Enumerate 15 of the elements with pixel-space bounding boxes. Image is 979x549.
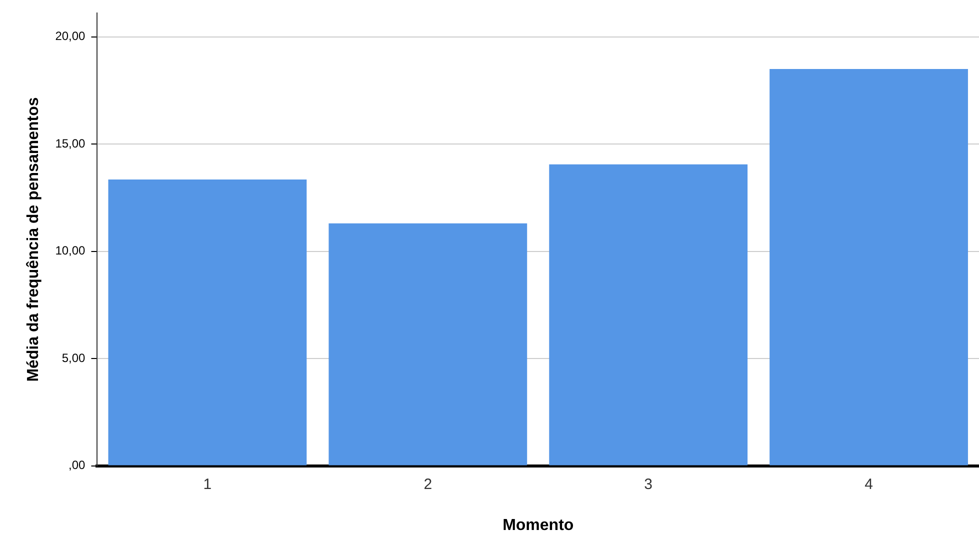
y-tick-label: 15,00 xyxy=(55,136,86,150)
y-tick-label: 5,00 xyxy=(62,350,86,365)
bar xyxy=(108,179,307,466)
x-axis-title: Momento xyxy=(502,516,574,534)
x-tick-label: 3 xyxy=(644,476,653,493)
y-axis-title: Média da frequência de pensamentos xyxy=(25,97,42,382)
bar xyxy=(328,223,528,466)
x-tick-label: 2 xyxy=(424,476,432,493)
bar xyxy=(770,68,968,466)
x-tick-label: 4 xyxy=(864,476,873,493)
y-tick-label: 20,00 xyxy=(55,29,86,44)
x-tick-label: 1 xyxy=(203,476,212,493)
y-tick-label: ,00 xyxy=(68,458,86,472)
bar xyxy=(549,164,748,466)
y-tick-label: 10,00 xyxy=(55,244,86,258)
